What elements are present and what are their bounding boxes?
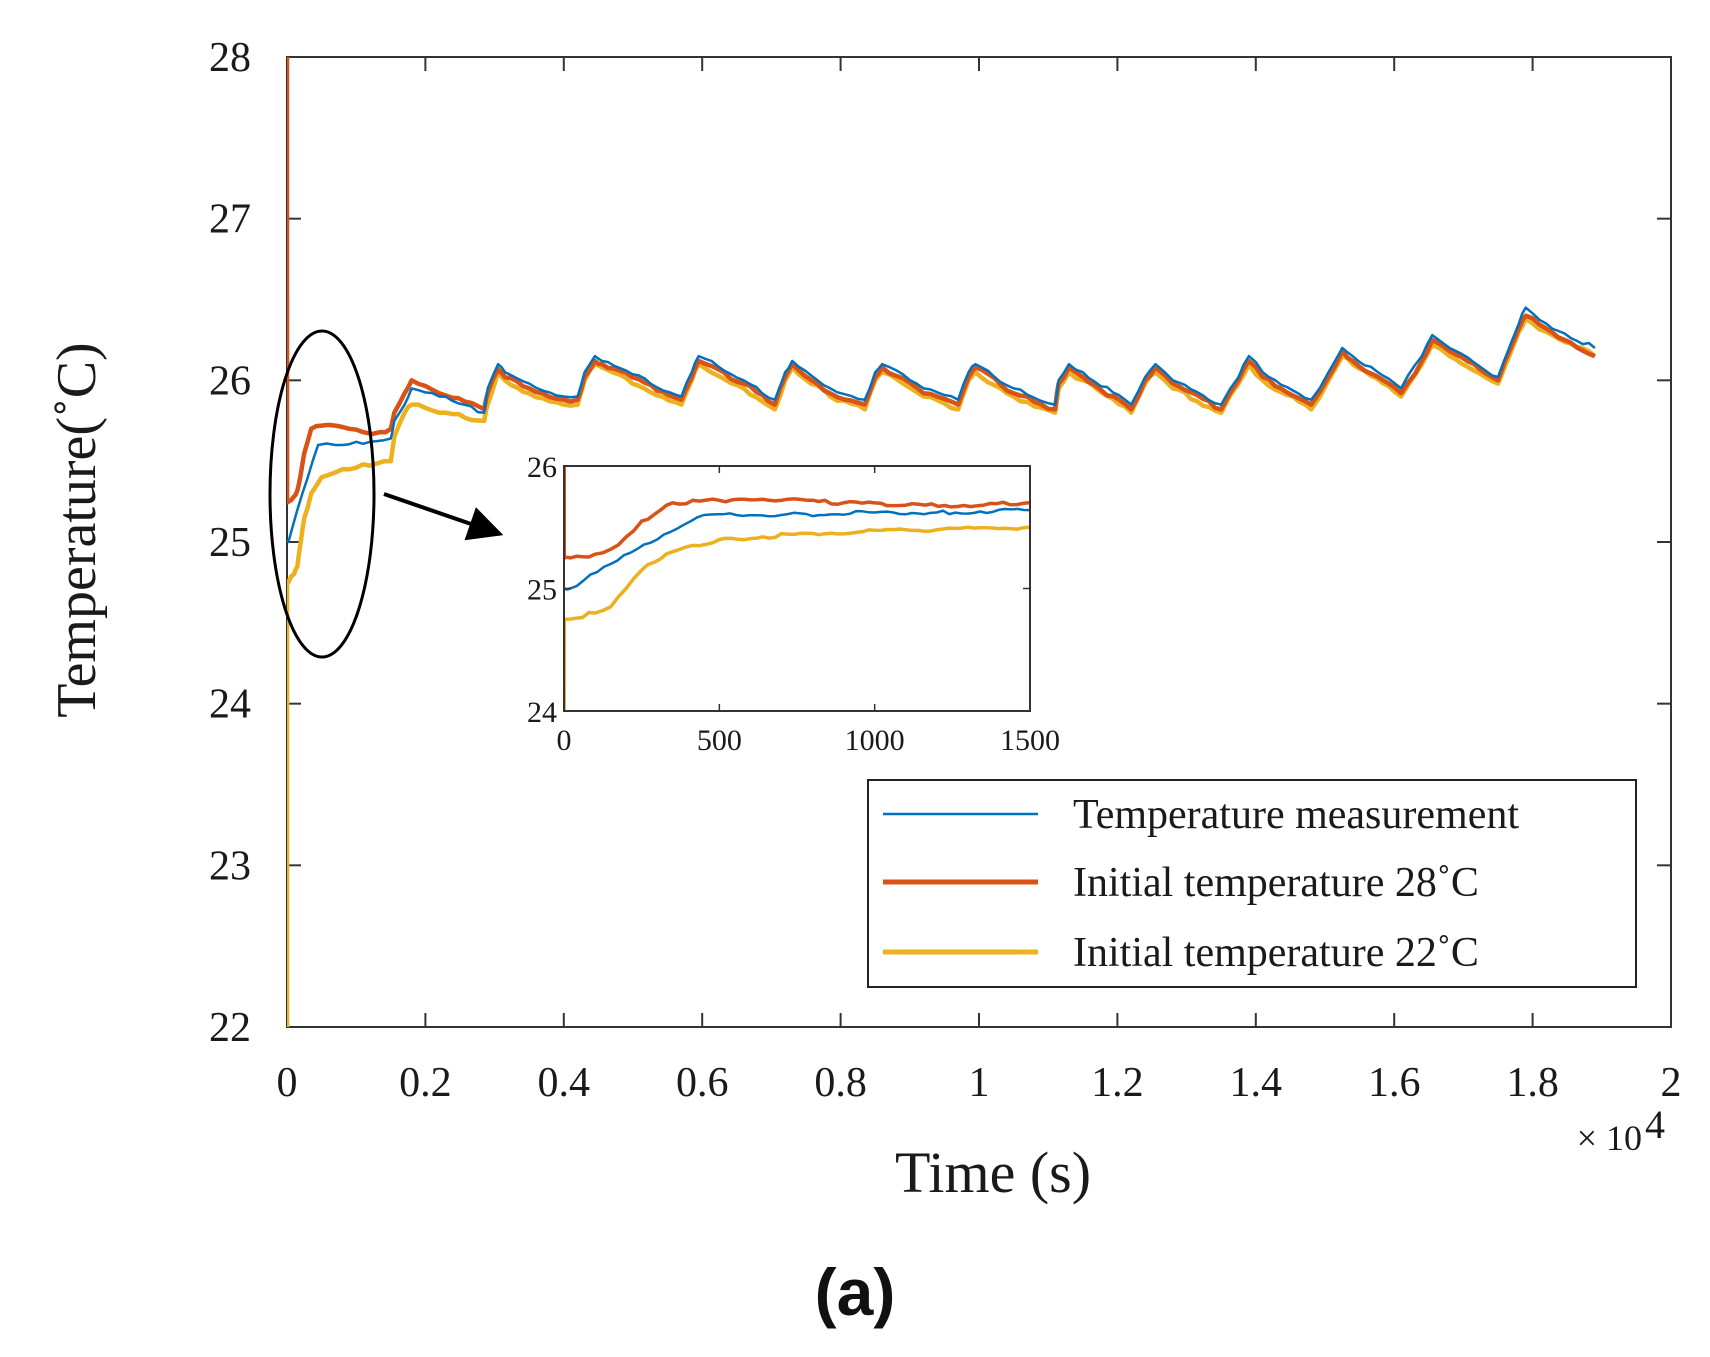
x-tick-label: 1.2 (1091, 1060, 1144, 1106)
inset-axes: 0 500 1000 1500 24 25 26 (527, 451, 1061, 757)
y-axis-label: Temperature(˚C) (46, 342, 108, 717)
zoom-arrow (383, 492, 504, 541)
legend-label-initial-22: Initial temperature 22˚C (1073, 930, 1479, 976)
x-tick-label: 0.8 (814, 1060, 867, 1106)
y-tick-label: 24 (209, 682, 251, 728)
inset-y-tick-labels: 24 25 26 (527, 451, 557, 729)
x-exponent-label: × 10 (1577, 1118, 1642, 1158)
inset-x-tick-label: 1500 (1000, 724, 1060, 757)
x-tick-label: 0.6 (676, 1060, 729, 1106)
legend: Temperature measurement Initial temperat… (867, 779, 1637, 988)
y-tick-label: 26 (209, 358, 251, 404)
x-tick-label: 0 (277, 1060, 298, 1106)
main-series-lines (287, 57, 1597, 1027)
inset-y-tick-label: 24 (527, 696, 557, 729)
inset-series-line-initial-temperature-28-c (564, 466, 1030, 560)
y-tick-labels: 22 23 24 25 26 27 28 (209, 35, 251, 1051)
y-tick-label: 27 (209, 197, 251, 243)
inset-x-tick-labels: 0 500 1000 1500 (557, 724, 1061, 757)
x-tick-label: 1 (969, 1060, 990, 1106)
legend-label-measurement: Temperature measurement (1073, 792, 1519, 838)
x-tick-labels: 0 0.2 0.4 0.6 0.8 1 1.2 1.4 1.6 1.8 2 (277, 1060, 1682, 1106)
inset-y-tick-label: 25 (527, 574, 557, 607)
main-axes: 0 0.2 0.4 0.6 0.8 1 1.2 1.4 1.6 1.8 2 22 23 24 25 26 27… (209, 35, 1682, 1106)
x-tick-label: 1.8 (1506, 1060, 1559, 1106)
y-tick-label: 23 (209, 843, 251, 889)
zoom-region-ellipse (268, 329, 376, 659)
x-tick-label: 2 (1661, 1060, 1682, 1106)
panel-label: (a) (815, 1255, 896, 1329)
y-tick-label: 22 (209, 1005, 251, 1051)
inset-series-line-initial-temperature-22-c (564, 524, 1030, 711)
x-tick-label: 1.6 (1368, 1060, 1421, 1106)
inset-x-tick-label: 1000 (845, 724, 905, 757)
inset-x-tick-label: 0 (557, 724, 572, 757)
inset-ticks (563, 465, 1031, 712)
inset-y-tick-label: 26 (527, 451, 557, 484)
y-tick-label: 25 (209, 520, 251, 566)
x-axis-label: Time (s) (895, 1140, 1091, 1205)
x-tick-label: 0.2 (399, 1060, 452, 1106)
y-tick-label: 28 (209, 35, 251, 81)
series-line-initial-temperature-28-c (287, 57, 1596, 505)
x-tick-label: 0.4 (538, 1060, 591, 1106)
inset-series-line-temperature-measurement (564, 507, 1030, 591)
main-ticks (286, 56, 1672, 1028)
inset-background (564, 466, 1030, 711)
x-tick-label: 1.4 (1230, 1060, 1283, 1106)
inset-x-tick-label: 500 (697, 724, 742, 757)
inset-series-lines (564, 466, 1030, 711)
series-line-temperature-measurement (287, 306, 1596, 544)
x-exponent-power: 4 (1645, 1102, 1665, 1147)
legend-label-initial-28: Initial temperature 28˚C (1073, 860, 1479, 906)
